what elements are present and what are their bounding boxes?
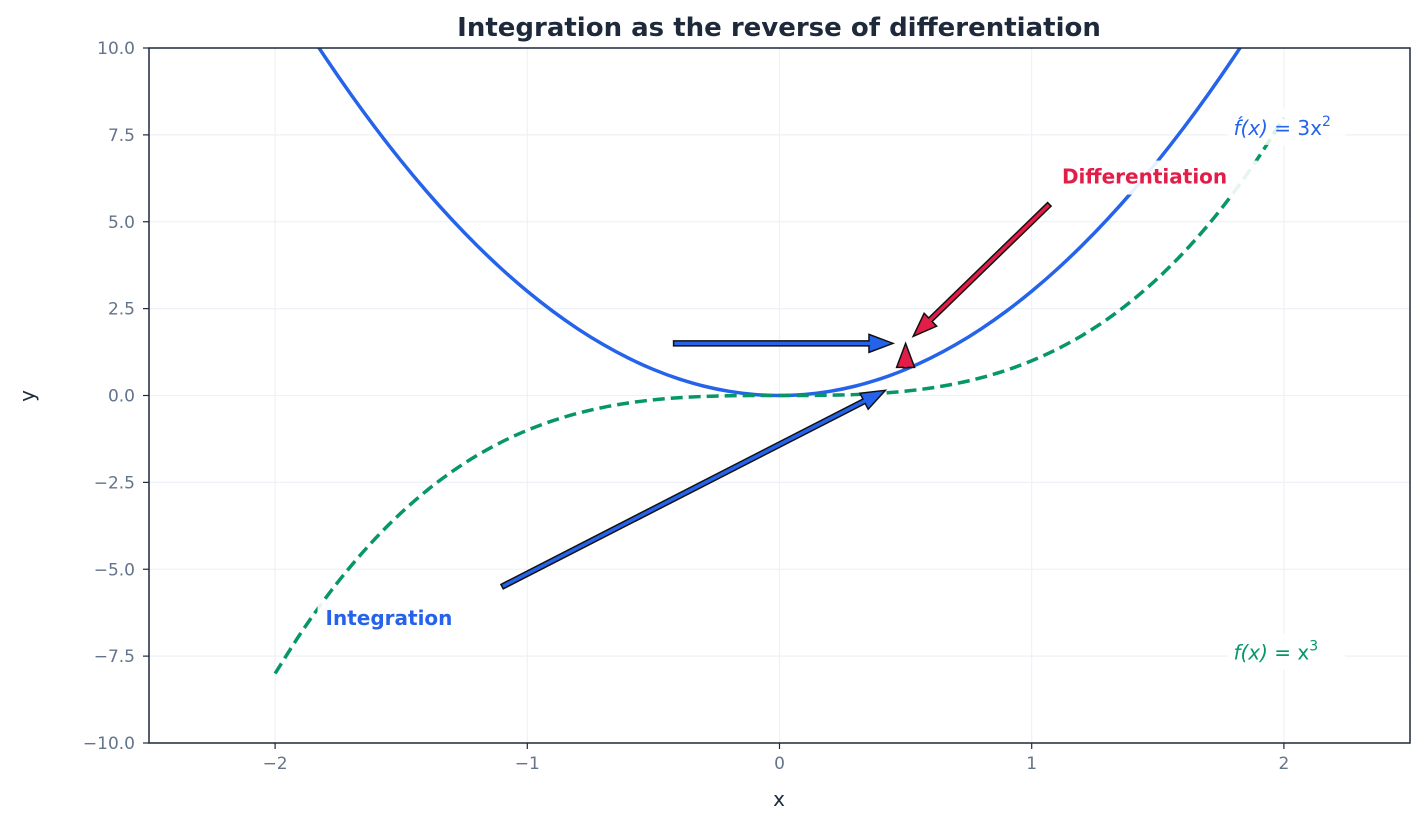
annotation-label: Integration: [326, 606, 453, 630]
y-axis-label: y: [15, 390, 39, 402]
x-tick-label: −1: [515, 754, 540, 774]
series-label-1: f(x) = x3: [1233, 639, 1318, 665]
x-tick-label: 1: [1026, 754, 1037, 774]
annotations: Differentiation Integration f́(x) = 3x2 f(x…: [317, 108, 1346, 670]
y-tick-label: 7.5: [108, 126, 135, 146]
annotation-label-background: [317, 601, 472, 636]
x-tick-label: −2: [263, 754, 288, 774]
series-label-0: f́(x) = 3x2: [1233, 114, 1330, 140]
y-tick-label: 5.0: [108, 213, 135, 233]
x-tick-label: 2: [1278, 754, 1289, 774]
y-tick-label: 2.5: [108, 300, 135, 320]
y-tick-label: −10.0: [83, 734, 135, 754]
y-tick-label: −5.0: [94, 560, 135, 580]
arrow-1-shape: [895, 341, 916, 369]
annotation-arrow-0: [911, 201, 1053, 338]
y-tick-label: −7.5: [94, 647, 135, 667]
x-axis-label: x: [773, 787, 785, 811]
series-label-background: [1227, 108, 1346, 145]
annotation-arrow-1: [499, 389, 888, 590]
arrow-0: [672, 333, 896, 354]
series-line-1: [273, 116, 1286, 675]
chart-title: Integration as the reverse of differenti…: [457, 13, 1101, 43]
arrow-0-shape: [672, 333, 896, 354]
y-tick-label: 10.0: [97, 39, 135, 59]
annotation-label-background: [1053, 160, 1258, 195]
curves: [273, 48, 1286, 675]
annotation-arrow-0-shape: [911, 201, 1053, 338]
series-label-background: [1227, 633, 1346, 670]
annotation-label: Differentiation: [1062, 165, 1227, 189]
annotation-arrow-1-shape: [499, 389, 888, 590]
ticks: −2 −1 0 1 2 −10.0 −7.5 −5.0 −2.5 0.0 2.5 5.0 7.5 10.0: [83, 39, 1289, 774]
arrow-1: [895, 341, 916, 369]
x-tick-label: 0: [774, 754, 785, 774]
y-tick-label: −2.5: [94, 473, 135, 493]
y-tick-label: 0.0: [108, 387, 135, 407]
